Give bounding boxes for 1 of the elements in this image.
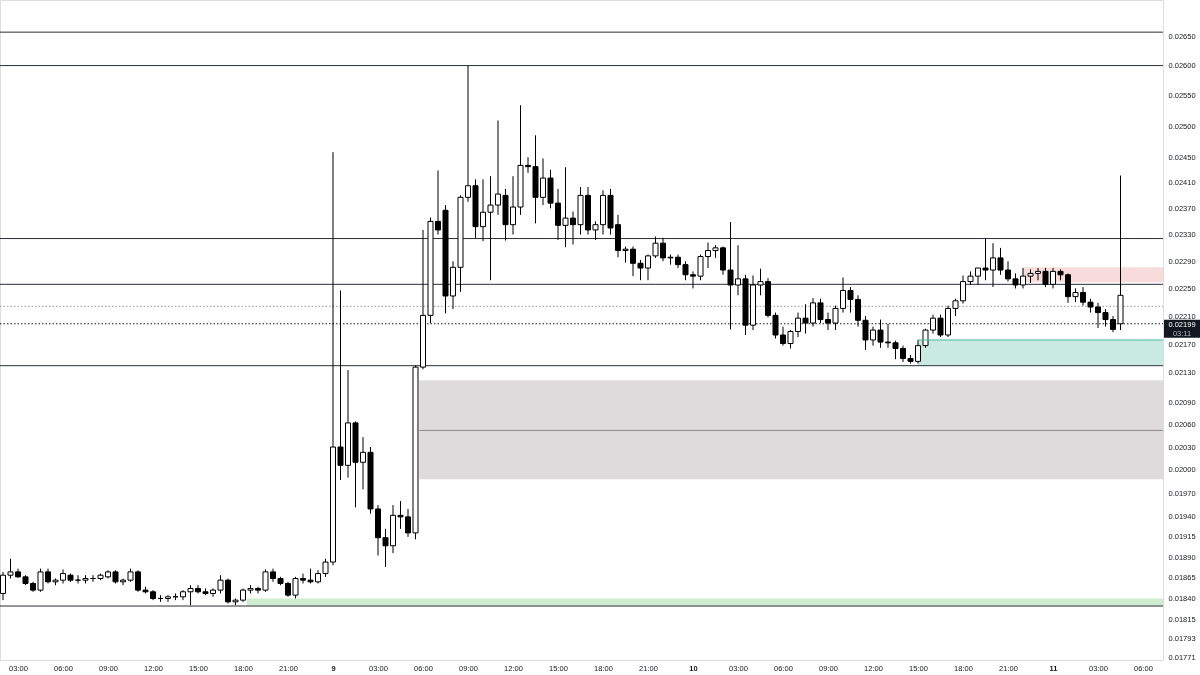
candlestick bbox=[165, 594, 171, 603]
